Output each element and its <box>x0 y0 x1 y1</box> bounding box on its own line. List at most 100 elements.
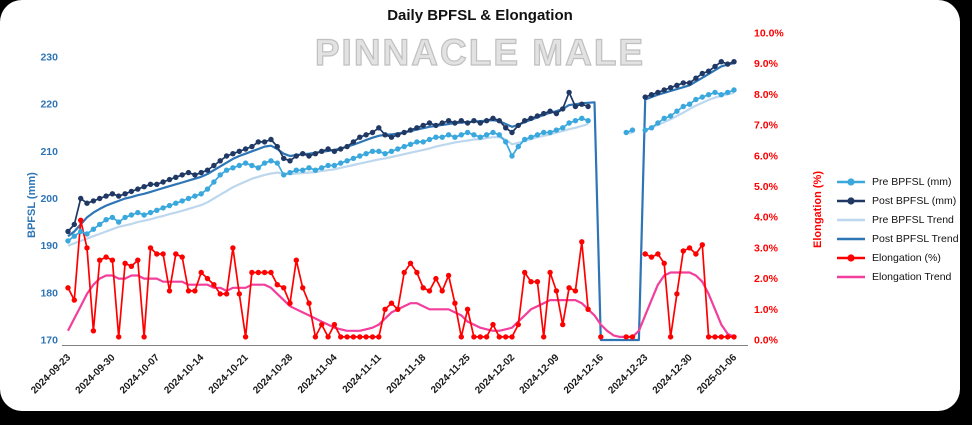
data-point <box>439 134 445 140</box>
data-point <box>306 153 312 159</box>
series-line-1 <box>67 89 735 242</box>
data-point <box>426 136 433 143</box>
data-point <box>274 143 280 150</box>
data-point <box>667 85 674 91</box>
data-point <box>274 160 280 166</box>
data-point <box>141 334 147 340</box>
data-point <box>674 82 680 89</box>
data-point <box>249 143 255 150</box>
data-point <box>109 214 116 221</box>
data-point <box>680 80 686 86</box>
data-point <box>369 129 376 136</box>
data-point <box>693 96 699 103</box>
x-axis-tick: 2024-09-30 <box>74 352 118 396</box>
data-point <box>363 151 369 157</box>
data-point <box>496 118 502 124</box>
chart-card: PINNACLE MALE Daily BPFSL & Elongation B… <box>0 0 960 411</box>
chart-plot-area: 170 180 190 200 210 220 230 0.0% 1.0% 2.0% 3.0% 4.0… <box>29 28 784 397</box>
data-point <box>344 158 350 164</box>
right-axis-tick: 9.0% <box>754 58 779 70</box>
data-point <box>718 92 724 98</box>
data-point <box>725 61 731 67</box>
data-point <box>471 334 477 340</box>
data-point <box>84 245 90 251</box>
data-point <box>407 127 414 133</box>
data-point <box>154 251 160 257</box>
data-point <box>192 288 198 294</box>
data-point <box>534 132 541 138</box>
data-point <box>223 291 230 297</box>
x-axis-tick: 2024-12-16 <box>562 352 606 396</box>
data-point <box>414 139 420 145</box>
data-point <box>331 321 338 328</box>
data-point <box>458 334 464 340</box>
data-point <box>192 193 198 199</box>
data-point <box>680 103 686 110</box>
data-point <box>268 136 274 143</box>
data-point <box>249 162 255 169</box>
data-point <box>572 288 579 294</box>
data-point <box>116 219 122 225</box>
data-point <box>382 132 388 138</box>
x-axis-tick: 2024-10-21 <box>207 352 251 396</box>
data-point <box>236 162 242 169</box>
data-point <box>261 269 268 276</box>
data-point <box>293 257 299 263</box>
legend-item: Elongation Trend <box>836 271 960 283</box>
data-point <box>680 248 686 254</box>
data-point <box>122 214 128 221</box>
data-point <box>414 125 420 131</box>
legend-item: Post BPFSL Trend <box>836 233 960 245</box>
data-point <box>147 181 154 187</box>
data-point <box>369 334 376 340</box>
data-point <box>173 200 179 206</box>
data-point <box>572 103 579 110</box>
x-axis-tick: 2024-11-11 <box>341 352 384 395</box>
legend-item: Pre BPFSL (mm) <box>836 176 960 188</box>
data-point <box>103 254 109 260</box>
data-point <box>325 334 331 340</box>
left-axis-tick: 210 <box>40 146 58 158</box>
left-axis-tick: 170 <box>40 335 58 347</box>
data-point <box>71 297 78 303</box>
data-point <box>204 167 211 173</box>
data-point <box>90 328 97 334</box>
data-point <box>128 263 135 269</box>
data-point <box>667 113 674 119</box>
data-point <box>579 239 585 245</box>
left-axis-tick: 220 <box>40 99 58 111</box>
legend-swatch <box>837 275 865 279</box>
data-point <box>306 165 312 171</box>
x-axis-tick: 2024-10-28 <box>251 352 295 396</box>
data-point <box>78 228 84 235</box>
data-point <box>65 228 71 235</box>
data-point <box>192 172 198 178</box>
data-point <box>217 291 223 297</box>
x-axis-tick: 2024-11-25 <box>429 352 473 396</box>
data-point <box>357 334 363 340</box>
data-point <box>661 115 667 122</box>
data-point <box>185 195 192 202</box>
data-point <box>128 188 135 195</box>
data-point <box>655 251 661 257</box>
right-axis-tick: 3.0% <box>754 242 779 254</box>
data-point <box>230 245 236 251</box>
data-point <box>522 269 528 276</box>
data-point <box>369 148 376 154</box>
data-point <box>230 151 236 157</box>
data-point <box>306 300 312 306</box>
data-point <box>560 106 566 112</box>
data-point <box>160 251 166 257</box>
data-point <box>116 334 122 340</box>
data-point <box>166 288 173 294</box>
data-point <box>534 113 541 119</box>
data-point <box>135 209 141 216</box>
data-point <box>281 285 287 291</box>
data-point <box>122 260 128 266</box>
legend-label: Elongation (%) <box>872 252 941 264</box>
data-point <box>198 169 204 176</box>
data-point <box>572 118 579 124</box>
data-point <box>509 129 515 136</box>
right-axis-tick: 0.0% <box>754 335 779 347</box>
data-point <box>242 160 249 166</box>
